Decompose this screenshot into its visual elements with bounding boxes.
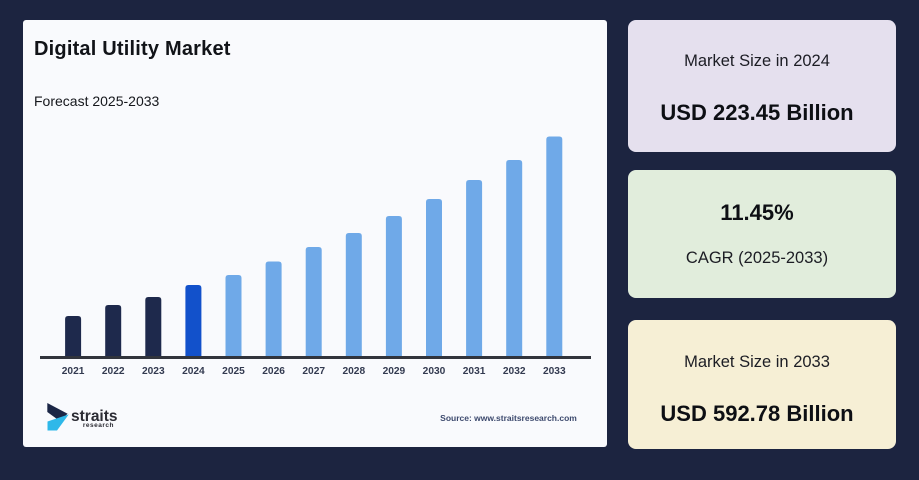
svg-text:2031: 2031 <box>463 366 486 377</box>
svg-text:2029: 2029 <box>383 366 406 377</box>
svg-text:2024: 2024 <box>182 366 205 377</box>
svg-text:2032: 2032 <box>503 366 526 377</box>
svg-text:2021: 2021 <box>62 366 85 377</box>
svg-text:2027: 2027 <box>302 366 325 377</box>
svg-text:2026: 2026 <box>262 366 285 377</box>
svg-text:2030: 2030 <box>423 366 446 377</box>
svg-text:2022: 2022 <box>102 366 125 377</box>
svg-text:2033: 2033 <box>543 366 566 377</box>
svg-text:research: research <box>83 422 114 429</box>
svg-text:2023: 2023 <box>142 366 165 377</box>
svg-text:Source: www.straitsresearch.co: Source: www.straitsresearch.com <box>440 413 577 423</box>
svg-text:2028: 2028 <box>342 366 365 377</box>
svg-text:2025: 2025 <box>222 366 245 377</box>
svg-text:straits: straits <box>71 408 118 425</box>
